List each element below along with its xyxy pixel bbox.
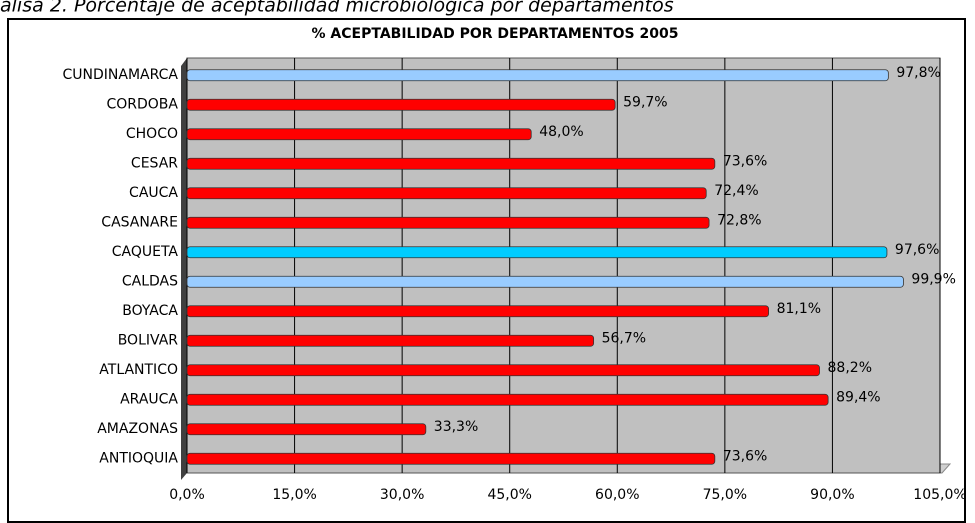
- bar: [186, 423, 427, 436]
- frame: [7, 18, 966, 523]
- bar: [186, 157, 716, 170]
- x-tick-label: 105,0%: [913, 487, 966, 503]
- y-tick-label: CALDAS: [122, 273, 178, 289]
- bar: [186, 246, 888, 259]
- x-tick-label: 60,0%: [595, 487, 639, 503]
- caption: alisa 2. Porcentaje de aceptabilidad mic…: [0, 0, 674, 17]
- bar: [186, 393, 829, 406]
- bar: [186, 305, 770, 318]
- bar: [186, 334, 595, 347]
- y-tick-label: CHOCO: [126, 126, 178, 142]
- x-tick-label: 30,0%: [380, 487, 424, 503]
- y-tick-label: CASANARE: [101, 214, 178, 230]
- value-label: 88,2%: [828, 360, 872, 376]
- value-label: 99,9%: [911, 271, 955, 287]
- y-tick-label: AMAZONAS: [97, 421, 178, 437]
- x-tick-label: 90,0%: [810, 487, 854, 503]
- y-tick-label: ARAUCA: [120, 391, 178, 407]
- x-tick-label: 75,0%: [703, 487, 747, 503]
- value-label: 59,7%: [623, 94, 667, 110]
- value-label: 97,6%: [895, 242, 939, 258]
- x-tick-label: 45,0%: [487, 487, 531, 503]
- bar: [186, 128, 532, 141]
- bar: [186, 187, 707, 200]
- y-tick-label: CORDOBA: [106, 96, 178, 112]
- side-wall: [181, 58, 187, 480]
- y-tick-label: BOLIVAR: [118, 332, 179, 348]
- y-tick-label: CAUCA: [129, 185, 178, 201]
- bar: [186, 69, 889, 82]
- x-tick-label: 0,0%: [169, 487, 205, 503]
- bar: [186, 98, 616, 111]
- bar: [186, 452, 716, 465]
- value-label: 73,6%: [723, 448, 767, 464]
- value-label: 72,8%: [717, 212, 761, 228]
- bar: [186, 275, 904, 288]
- value-label: 97,8%: [896, 65, 940, 81]
- value-label: 48,0%: [539, 124, 583, 140]
- y-tick-label: BOYACA: [122, 303, 178, 319]
- value-label: 73,6%: [723, 153, 767, 169]
- y-tick-label: CESAR: [131, 155, 178, 171]
- y-tick-label: ANTIOQUIA: [99, 450, 178, 466]
- y-tick-label: CUNDINAMARCA: [63, 67, 179, 83]
- y-tick-label: ATLANTICO: [99, 362, 178, 378]
- value-label: 81,1%: [777, 301, 821, 317]
- plot-area: [186, 57, 941, 474]
- chart-title: % ACEPTABILIDAD POR DEPARTAMENTOS 2005: [312, 26, 679, 42]
- y-tick-label: CAQUETA: [112, 244, 179, 260]
- bar: [186, 364, 820, 377]
- value-label: 72,4%: [714, 183, 758, 199]
- value-label: 56,7%: [602, 330, 646, 346]
- x-tick-label: 15,0%: [272, 487, 316, 503]
- value-label: 89,4%: [836, 389, 880, 405]
- value-label: 33,3%: [434, 419, 478, 435]
- bar: [186, 216, 710, 229]
